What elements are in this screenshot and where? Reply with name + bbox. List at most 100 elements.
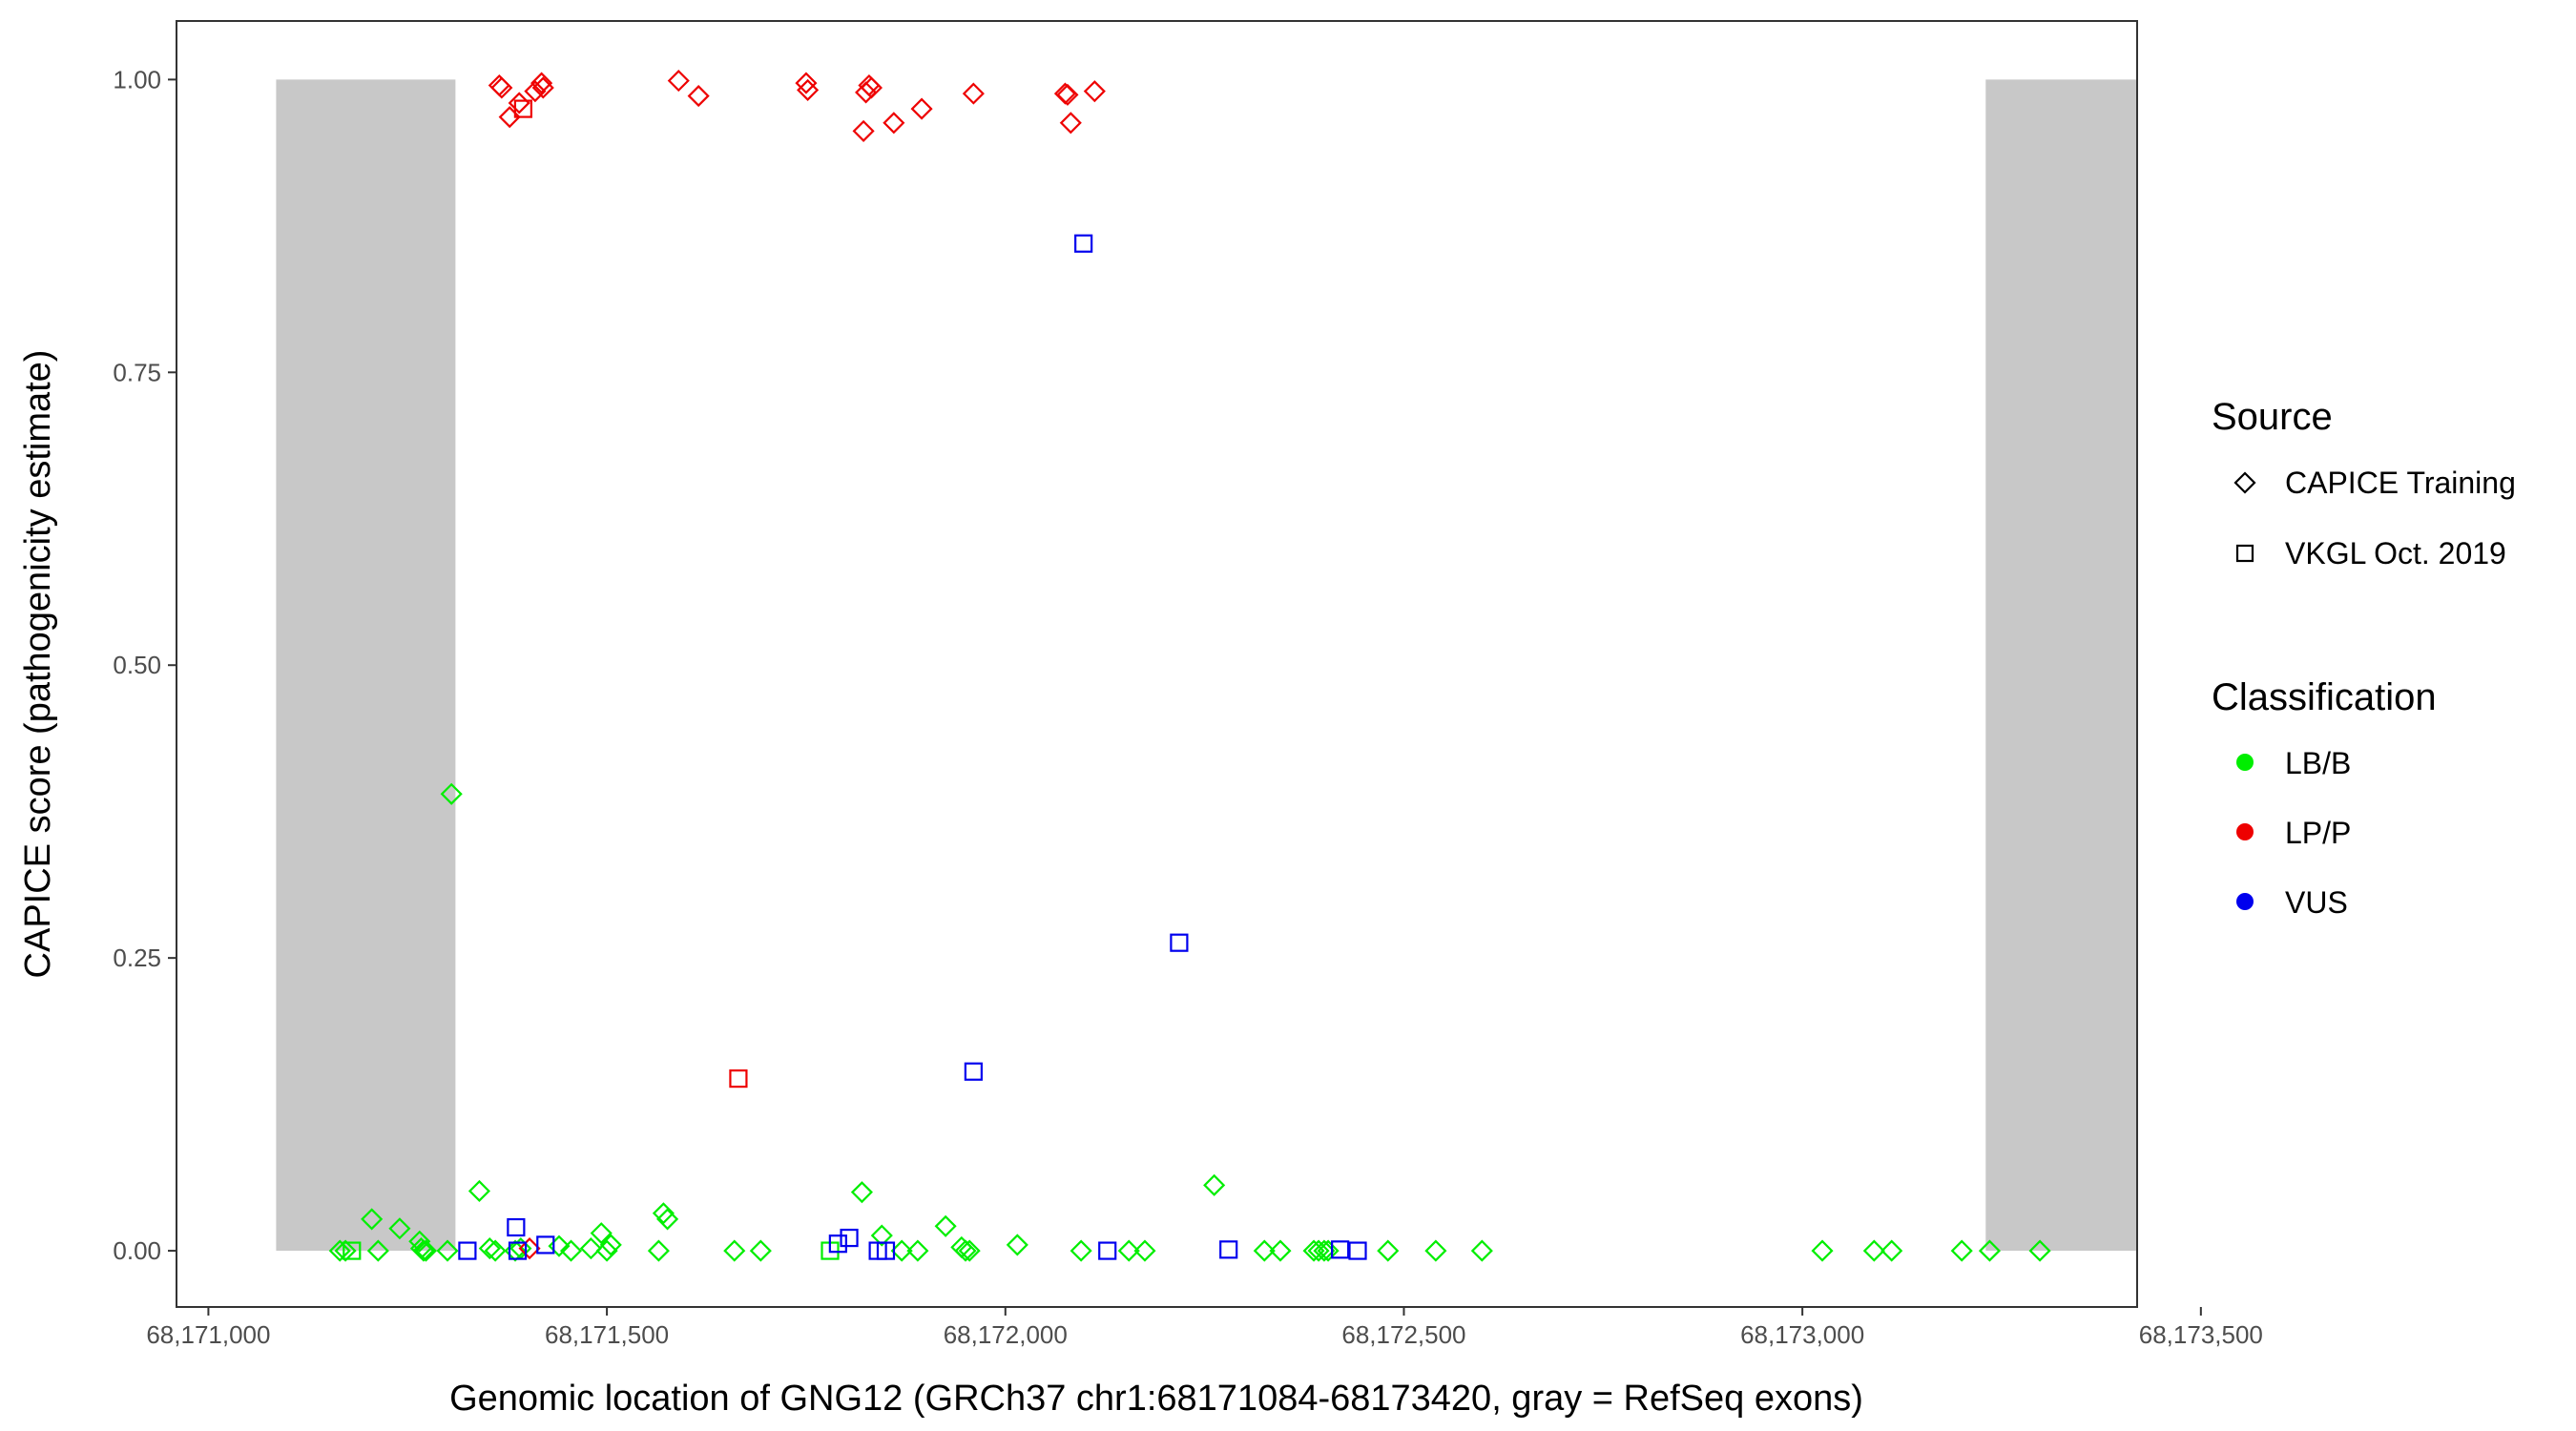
data-point-lb-b-diamond bbox=[870, 1224, 893, 1247]
exon-region-2 bbox=[1985, 79, 2137, 1252]
data-point-lp-p-square bbox=[729, 1069, 748, 1089]
square-shape-icon bbox=[2235, 544, 2254, 563]
y-tick-label: 0.25 bbox=[113, 944, 161, 972]
data-point-lp-p-diamond bbox=[530, 72, 553, 94]
data-point-lb-b-diamond bbox=[954, 1239, 977, 1262]
data-point-lb-b-diamond bbox=[1950, 1239, 1973, 1262]
data-point-lb-b-diamond bbox=[749, 1239, 772, 1262]
data-point-lb-b-diamond bbox=[1117, 1239, 1140, 1262]
data-points bbox=[328, 70, 2051, 1262]
x-tick-label: 68,172,000 bbox=[944, 1320, 1068, 1349]
data-point-vus-square bbox=[1219, 1240, 1238, 1259]
data-point-vus-square bbox=[1098, 1241, 1117, 1260]
data-point-lb-b-diamond bbox=[467, 1179, 490, 1203]
data-point-lp-p-diamond bbox=[687, 85, 710, 108]
legend-item-vus: VUS bbox=[2236, 885, 2348, 920]
legend-label-lb-b: LB/B bbox=[2285, 746, 2351, 780]
data-point-lp-p-square bbox=[513, 99, 532, 118]
data-point-lb-b-diamond bbox=[328, 1239, 351, 1262]
green-dot-icon bbox=[2236, 754, 2254, 771]
blue-dot-icon bbox=[2236, 893, 2254, 910]
data-point-lb-b-diamond bbox=[440, 782, 463, 805]
data-point-lb-b-diamond bbox=[579, 1237, 602, 1260]
y-tick-label: 0.50 bbox=[113, 651, 161, 679]
data-point-lp-p-diamond bbox=[667, 70, 690, 93]
data-point-vus-square bbox=[964, 1062, 983, 1081]
data-point-lb-b-diamond bbox=[1978, 1239, 2002, 1262]
data-point-lb-b-diamond bbox=[1317, 1239, 1340, 1262]
y-tick-label: 0.00 bbox=[113, 1236, 161, 1265]
data-point-lp-p-diamond bbox=[860, 76, 883, 99]
data-point-lp-p-diamond bbox=[1059, 112, 1082, 135]
data-point-lb-b-diamond bbox=[958, 1239, 981, 1262]
data-point-vus-square bbox=[508, 1241, 528, 1260]
x-tick-label: 68,171,000 bbox=[146, 1320, 270, 1349]
data-point-vus-square bbox=[1331, 1240, 1350, 1259]
data-point-lb-b-diamond bbox=[599, 1234, 622, 1256]
data-point-lb-b-diamond bbox=[652, 1202, 675, 1225]
data-point-vus-square bbox=[536, 1235, 555, 1255]
data-point-lb-b-diamond bbox=[1377, 1239, 1400, 1262]
data-point-vus-square bbox=[1074, 234, 1093, 253]
data-point-lb-b-diamond bbox=[559, 1239, 583, 1262]
data-point-lp-p-diamond bbox=[910, 97, 933, 120]
y-tick-label: 1.00 bbox=[113, 65, 161, 93]
data-point-lp-p-diamond bbox=[962, 82, 985, 105]
data-point-lb-b-diamond bbox=[1424, 1239, 1447, 1262]
data-point-lb-b-diamond bbox=[436, 1239, 459, 1262]
data-point-vus-square bbox=[458, 1241, 477, 1260]
data-point-lb-b-diamond bbox=[1307, 1239, 1330, 1262]
data-point-lb-b-diamond bbox=[595, 1239, 618, 1262]
y-axis-title: CAPICE score (pathogenicity estimate) bbox=[18, 350, 58, 979]
data-point-vus-square bbox=[1348, 1241, 1367, 1260]
data-point-vus-square bbox=[828, 1234, 847, 1254]
data-point-lp-p-diamond bbox=[1083, 80, 1106, 103]
x-tick-label: 68,173,500 bbox=[2139, 1320, 2263, 1349]
plot-panel-border bbox=[176, 20, 2138, 1308]
data-point-lb-b-diamond bbox=[1253, 1239, 1276, 1262]
data-point-lb-b-diamond bbox=[484, 1239, 507, 1262]
data-point-lp-p-diamond bbox=[795, 72, 818, 94]
legend-label-lp-p: LP/P bbox=[2285, 816, 2351, 850]
data-point-lb-b-diamond bbox=[1203, 1173, 1226, 1196]
legend-source-title: Source bbox=[2212, 396, 2333, 438]
data-point-lb-b-diamond bbox=[366, 1239, 389, 1262]
data-point-vus-square bbox=[507, 1217, 526, 1237]
data-point-lb-b-diamond bbox=[361, 1208, 384, 1231]
red-dot-icon bbox=[2236, 823, 2254, 840]
data-point-lp-p-diamond bbox=[1056, 83, 1079, 106]
data-point-lb-b-diamond bbox=[1313, 1239, 1336, 1262]
data-point-lb-b-diamond bbox=[478, 1237, 501, 1260]
data-point-lb-b-diamond bbox=[1269, 1239, 1292, 1262]
x-axis: 68,171,000 68,171,500 68,172,000 68,172,500… bbox=[146, 1307, 2263, 1349]
legend-item-lp-p: LP/P bbox=[2236, 816, 2351, 850]
data-point-lb-b-diamond bbox=[1133, 1239, 1156, 1262]
data-point-lb-b-diamond bbox=[723, 1239, 746, 1262]
x-tick-label: 68,171,500 bbox=[545, 1320, 669, 1349]
data-point-lb-b-diamond bbox=[414, 1239, 438, 1262]
data-point-lp-p-diamond bbox=[797, 78, 820, 101]
legend-item-capice-training: CAPICE Training bbox=[2233, 466, 2516, 500]
data-point-lb-b-diamond bbox=[1862, 1239, 1885, 1262]
data-point-lp-p-diamond bbox=[852, 119, 875, 142]
legend-label-capice-training: CAPICE Training bbox=[2285, 466, 2516, 500]
legend-item-lb-b: LB/B bbox=[2236, 746, 2351, 780]
y-tick-label: 0.75 bbox=[113, 358, 161, 386]
data-point-lb-b-diamond bbox=[408, 1230, 431, 1253]
x-tick-label: 68,172,500 bbox=[1341, 1320, 1465, 1349]
data-point-lb-b-diamond bbox=[1811, 1239, 1834, 1262]
data-point-vus-square bbox=[840, 1228, 859, 1248]
data-point-lp-p-diamond bbox=[855, 81, 878, 104]
data-point-lp-p-diamond bbox=[531, 76, 554, 99]
x-axis-title: Genomic location of GNG12 (GRCh37 chr1:6… bbox=[449, 1379, 1863, 1419]
data-point-lb-b-diamond bbox=[388, 1217, 411, 1240]
data-point-lb-b-diamond bbox=[656, 1208, 679, 1231]
exon-regions bbox=[276, 79, 2137, 1252]
data-point-lp-p-diamond bbox=[490, 76, 513, 99]
data-point-lb-b-diamond bbox=[590, 1222, 613, 1245]
data-point-lb-b-diamond bbox=[906, 1239, 929, 1262]
data-point-vus-square bbox=[876, 1241, 896, 1260]
data-point-lb-b-diamond bbox=[334, 1239, 357, 1262]
data-point-lp-p-diamond bbox=[883, 112, 905, 135]
